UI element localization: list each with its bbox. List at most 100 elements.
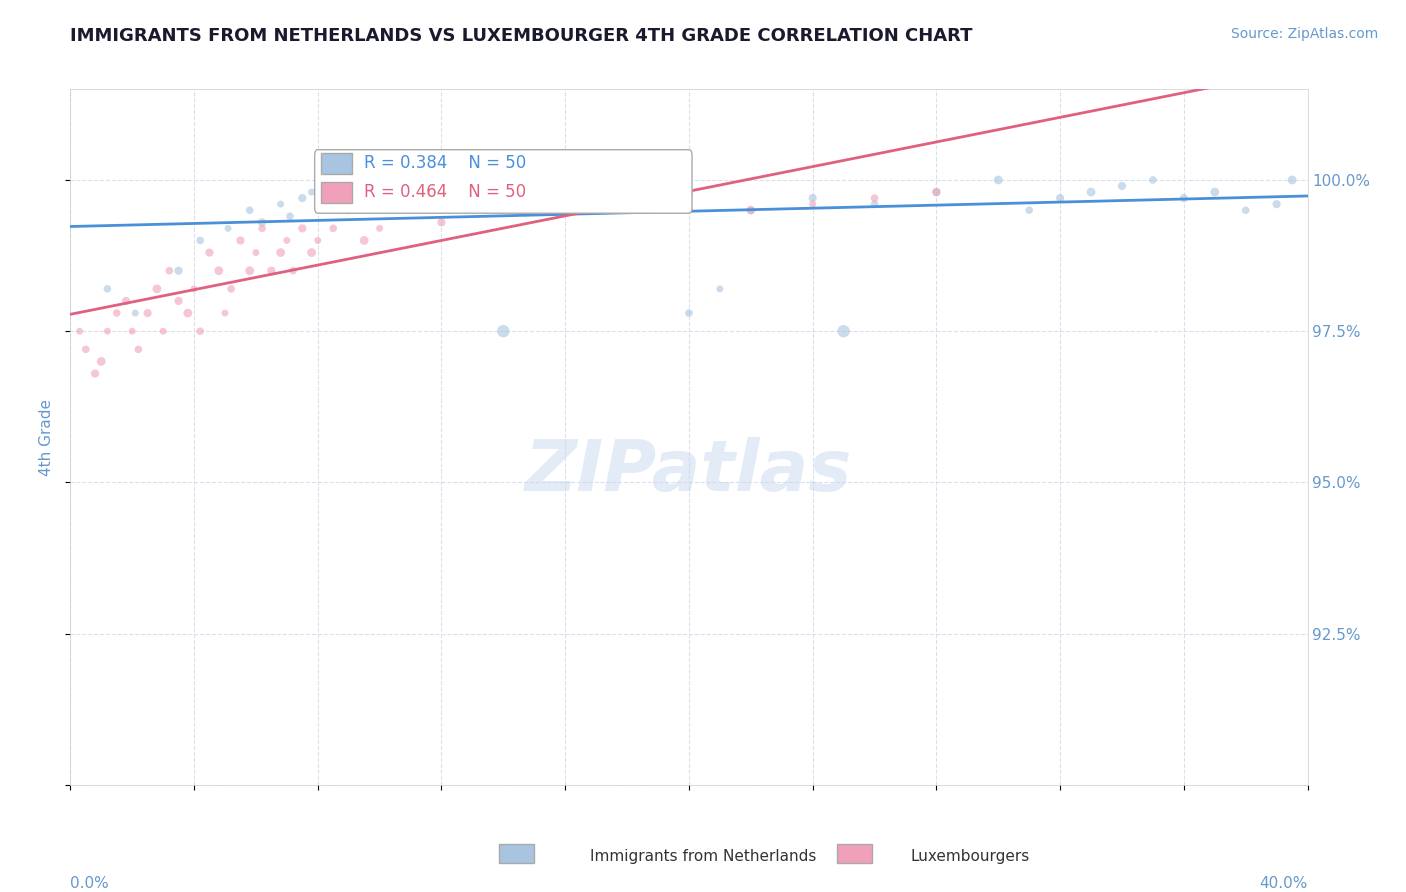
Point <box>291 221 314 235</box>
Point <box>353 234 375 248</box>
Point <box>167 263 190 277</box>
Point <box>105 306 128 320</box>
Point <box>678 185 700 199</box>
Point <box>353 191 375 205</box>
Point <box>1265 197 1288 211</box>
Point <box>987 173 1010 187</box>
Point <box>239 263 262 277</box>
Point <box>84 367 107 381</box>
Point <box>678 306 700 320</box>
Point <box>709 282 731 296</box>
Text: IMMIGRANTS FROM NETHERLANDS VS LUXEMBOURGER 4TH GRADE CORRELATION CHART: IMMIGRANTS FROM NETHERLANDS VS LUXEMBOUR… <box>70 27 973 45</box>
Point <box>127 343 149 357</box>
Text: R = 0.384    N = 50: R = 0.384 N = 50 <box>364 154 526 172</box>
Point <box>647 191 669 205</box>
Point <box>270 245 292 260</box>
Point <box>278 209 301 223</box>
Point <box>925 185 948 199</box>
Point <box>343 197 366 211</box>
Point <box>301 245 323 260</box>
Point <box>250 215 273 229</box>
Point <box>1080 185 1102 199</box>
Point <box>322 173 344 187</box>
Point <box>1281 173 1303 187</box>
Point <box>430 197 453 211</box>
Point <box>925 185 948 199</box>
Point <box>157 263 180 277</box>
Point <box>245 245 267 260</box>
Point <box>208 263 231 277</box>
Point <box>229 234 252 248</box>
Point <box>1111 179 1133 194</box>
Point <box>188 324 211 338</box>
Point <box>69 324 91 338</box>
Point <box>363 185 385 199</box>
Text: Immigrants from Netherlands: Immigrants from Netherlands <box>589 849 817 863</box>
Point <box>461 197 484 211</box>
Text: R = 0.464    N = 50: R = 0.464 N = 50 <box>364 183 526 201</box>
Text: Source: ZipAtlas.com: Source: ZipAtlas.com <box>1230 27 1378 41</box>
Point <box>146 282 169 296</box>
Point <box>740 203 762 218</box>
Point <box>616 203 638 218</box>
FancyBboxPatch shape <box>315 150 692 213</box>
Point <box>523 185 546 199</box>
Point <box>374 179 396 194</box>
Point <box>492 203 515 218</box>
Point <box>307 234 329 248</box>
Point <box>214 306 236 320</box>
Text: ZIPatlas: ZIPatlas <box>526 437 852 507</box>
Point <box>430 215 453 229</box>
Point <box>415 185 437 199</box>
Point <box>198 245 221 260</box>
Point <box>523 191 546 205</box>
Point <box>250 221 273 235</box>
Point <box>740 203 762 218</box>
Point <box>276 234 298 248</box>
Point <box>368 221 391 235</box>
Point <box>90 354 112 368</box>
Point <box>616 185 638 199</box>
Point <box>1142 173 1164 187</box>
Y-axis label: 4th Grade: 4th Grade <box>38 399 53 475</box>
Point <box>1018 203 1040 218</box>
Point <box>405 191 427 205</box>
Point <box>399 203 422 218</box>
Point <box>1173 191 1195 205</box>
FancyBboxPatch shape <box>321 182 352 203</box>
Point <box>1204 185 1226 199</box>
Point <box>219 282 242 296</box>
Point <box>281 263 304 277</box>
Point <box>96 324 118 338</box>
Point <box>152 324 174 338</box>
Point <box>337 203 360 218</box>
Point <box>832 324 855 338</box>
Point <box>239 203 262 218</box>
Point <box>301 185 323 199</box>
Point <box>554 197 576 211</box>
Point <box>554 191 576 205</box>
Point <box>96 282 118 296</box>
Point <box>1234 203 1257 218</box>
Text: 40.0%: 40.0% <box>1260 876 1308 891</box>
FancyBboxPatch shape <box>321 153 352 174</box>
Point <box>177 306 200 320</box>
Point <box>337 203 360 218</box>
Point <box>260 263 283 277</box>
Point <box>801 197 824 211</box>
Bar <box>499 844 534 863</box>
Point <box>217 221 239 235</box>
Point <box>124 306 146 320</box>
Point <box>291 191 314 205</box>
Point <box>183 282 205 296</box>
Point <box>188 234 211 248</box>
Bar <box>837 844 872 863</box>
Point <box>446 179 468 194</box>
Point <box>863 191 886 205</box>
Point <box>384 173 406 187</box>
Point <box>115 293 138 308</box>
Point <box>121 324 143 338</box>
Point <box>332 185 354 199</box>
Point <box>461 191 484 205</box>
Point <box>801 191 824 205</box>
